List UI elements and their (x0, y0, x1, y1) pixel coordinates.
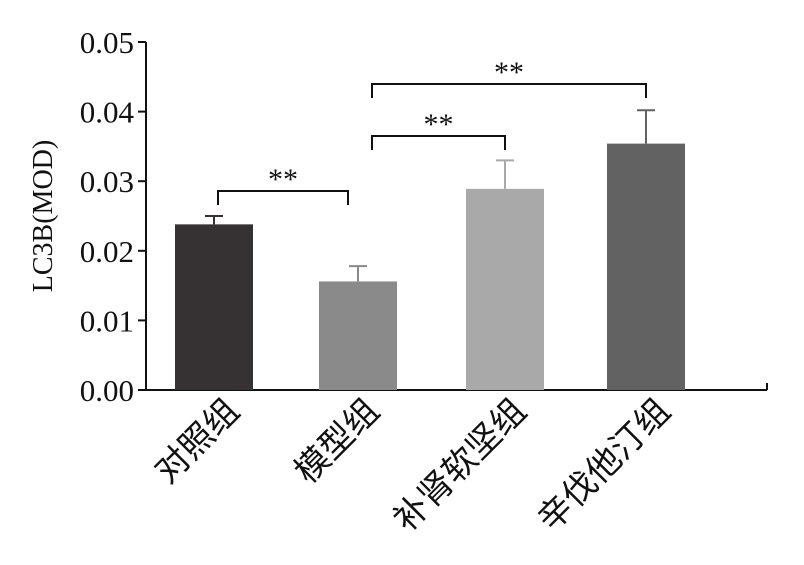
y-tick-label: 0.00 (80, 373, 134, 408)
significance-label: ** (424, 108, 454, 141)
category-label: 补肾软坚组 (386, 391, 534, 539)
significance-bracket (371, 83, 647, 98)
error-bars (205, 109, 655, 282)
bar-3 (466, 188, 544, 390)
y-axis-title: LC3B(MOD) (28, 140, 59, 292)
category-label: 模型组 (287, 391, 387, 491)
category-label: 对照组 (147, 391, 247, 491)
significance-bracket (217, 190, 349, 205)
bar-1 (175, 224, 253, 390)
y-tick-label: 0.01 (80, 303, 134, 338)
y-tick-label: 0.05 (80, 25, 134, 60)
y-tick-label: 0.04 (80, 95, 135, 130)
y-ticks: 0.00 0.01 0.02 0.03 0.04 0.05 (80, 25, 146, 408)
bar-2 (319, 281, 397, 390)
y-tick-label: 0.03 (80, 164, 134, 199)
category-label: 辛伐他汀组 (530, 391, 678, 539)
y-tick-label: 0.02 (80, 234, 134, 269)
significance-label: ** (268, 163, 298, 196)
significance-label: ** (494, 56, 524, 89)
bar-4 (607, 143, 685, 390)
significance-bracket (371, 135, 506, 150)
significance-brackets: ** ** ** (217, 56, 647, 205)
bars (175, 143, 685, 390)
